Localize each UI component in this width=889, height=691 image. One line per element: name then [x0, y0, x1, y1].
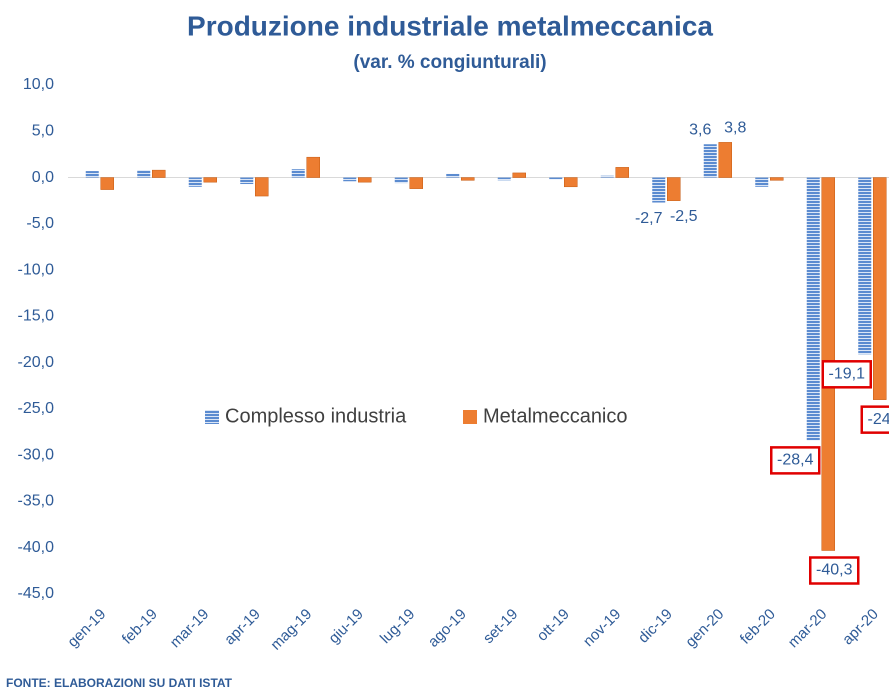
y-tick-label: -45,0 — [18, 585, 55, 602]
bar — [703, 144, 717, 178]
y-tick-label: 5,0 — [32, 122, 54, 139]
label-box — [809, 556, 860, 585]
bar — [137, 170, 151, 178]
y-tick-label: -35,0 — [18, 493, 55, 510]
bar — [549, 177, 563, 180]
label-box — [860, 405, 889, 434]
bar — [152, 169, 166, 178]
bar — [291, 169, 305, 178]
y-tick-label: -5,0 — [26, 215, 54, 232]
bar — [652, 177, 666, 203]
label-box — [770, 446, 821, 475]
bar — [446, 173, 460, 178]
label-box — [821, 360, 872, 389]
data-label: -40,3 — [816, 562, 853, 579]
x-tick-label: giu-19 — [325, 606, 367, 648]
bar — [755, 177, 769, 187]
bar — [85, 171, 99, 178]
bar — [512, 172, 526, 178]
x-tick-label: dic-19 — [635, 606, 676, 647]
bar — [240, 177, 254, 185]
data-label: -28,4 — [777, 452, 814, 469]
bar — [358, 177, 372, 183]
x-tick-label: mar-20 — [785, 606, 831, 652]
x-tick-label: mar-19 — [167, 606, 213, 652]
bar — [770, 177, 784, 181]
x-tick-label: feb-20 — [737, 606, 779, 648]
bar — [409, 177, 423, 189]
bar — [806, 177, 820, 441]
bar — [600, 175, 614, 178]
data-label: -2,7 — [635, 210, 663, 227]
y-tick-label: -10,0 — [18, 261, 55, 278]
bar — [873, 177, 887, 400]
x-tick-label: set-19 — [480, 606, 522, 648]
data-label: 3,8 — [724, 120, 746, 137]
x-tick-label: gen-19 — [64, 606, 109, 651]
x-tick-label: apr-20 — [839, 606, 882, 649]
data-label: 3,6 — [689, 121, 711, 138]
y-tick-label: -20,0 — [18, 354, 55, 371]
bar — [343, 177, 357, 182]
bar — [718, 142, 732, 178]
x-tick-label: nov-19 — [580, 606, 624, 650]
legend-swatch — [205, 410, 219, 424]
bar — [394, 177, 408, 184]
y-tick-label: 0,0 — [32, 169, 54, 186]
y-tick-label: -30,0 — [18, 446, 55, 463]
x-tick-label: feb-19 — [119, 606, 161, 648]
chart-title: Produzione industriale metalmeccanica — [187, 10, 713, 41]
bar — [306, 156, 320, 178]
data-label: -2,5 — [670, 208, 698, 225]
y-tick-label: 10,0 — [23, 76, 54, 93]
chart-subtitle: (var. % congiunturali) — [353, 52, 546, 73]
x-tick-label: ott-19 — [534, 606, 573, 645]
legend-label: Complesso industria — [225, 405, 407, 427]
bar — [667, 177, 681, 201]
data-label: -19,1 — [829, 366, 866, 383]
bar — [203, 177, 217, 183]
bar — [858, 177, 872, 355]
y-tick-label: -40,0 — [18, 539, 55, 556]
source-note: FONTE: ELABORAZIONI SU DATI ISTAT — [6, 676, 233, 690]
bar — [564, 177, 578, 188]
bar — [188, 177, 202, 187]
bar — [461, 177, 475, 181]
x-tick-label: mag-19 — [267, 606, 315, 654]
bar — [615, 167, 629, 178]
y-tick-label: -15,0 — [18, 308, 55, 325]
data-label: -24,0 — [868, 411, 889, 428]
bar — [497, 177, 511, 181]
x-tick-label: ago-19 — [425, 606, 470, 651]
legend-label: Metalmeccanico — [483, 405, 628, 427]
x-tick-label: gen-20 — [682, 606, 727, 651]
x-tick-label: apr-19 — [221, 606, 264, 649]
x-tick-label: lug-19 — [377, 606, 419, 648]
legend-swatch — [463, 410, 477, 424]
bar — [255, 177, 269, 197]
bar — [100, 177, 114, 190]
y-tick-label: -25,0 — [18, 400, 55, 417]
